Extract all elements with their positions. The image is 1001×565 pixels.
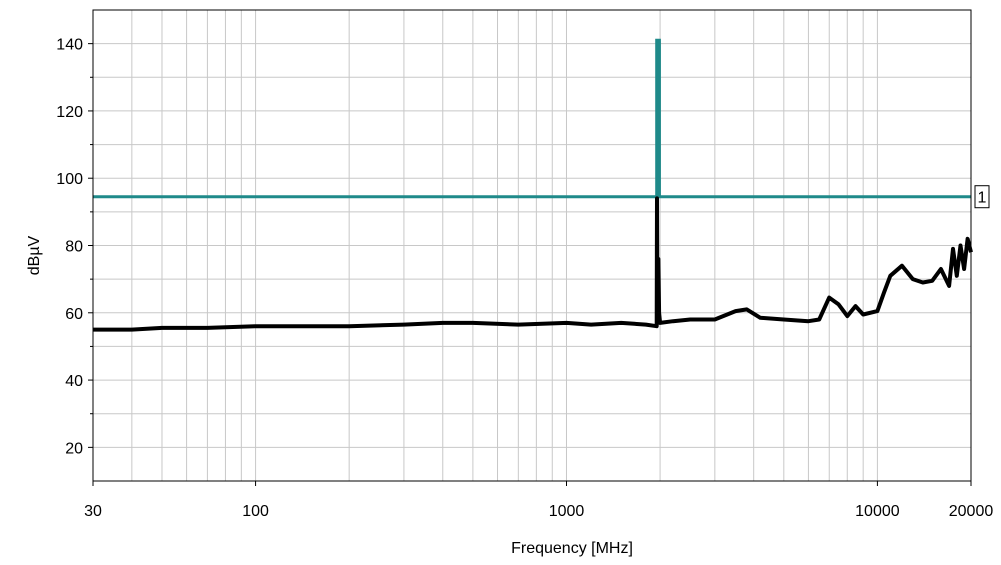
x-tick-label: 30 — [84, 503, 102, 520]
y-tick-label: 100 — [56, 171, 83, 188]
y-tick-label: 20 — [65, 440, 83, 457]
x-tick-label: 100 — [242, 503, 269, 520]
x-axis-label: Frequency [MHz] — [511, 540, 633, 557]
limit-line — [93, 38, 971, 199]
x-tick-label: 10000 — [855, 503, 900, 520]
x-tick-label: 1000 — [549, 503, 585, 520]
y-tick-label: 80 — [65, 239, 83, 256]
y-tick-label: 140 — [56, 37, 83, 54]
y-tick-label: 40 — [65, 373, 83, 390]
tick-layer — [88, 43, 972, 486]
y-tick-label: 120 — [56, 104, 83, 121]
measurement-trace — [93, 196, 973, 332]
x-tick-label: 20000 — [949, 503, 994, 520]
y-axis-label: dBµV — [26, 235, 43, 275]
limit-spike — [656, 40, 661, 197]
series-layer — [93, 38, 973, 332]
grid-layer — [93, 10, 971, 481]
limit-label-box — [974, 185, 990, 209]
limit-label: 1 — [978, 190, 987, 207]
label-layer: 20 40 60 80 100 120 140 30 100 1000 10000 20000 Freq… — [26, 37, 993, 557]
y-tick-label: 60 — [65, 306, 83, 323]
